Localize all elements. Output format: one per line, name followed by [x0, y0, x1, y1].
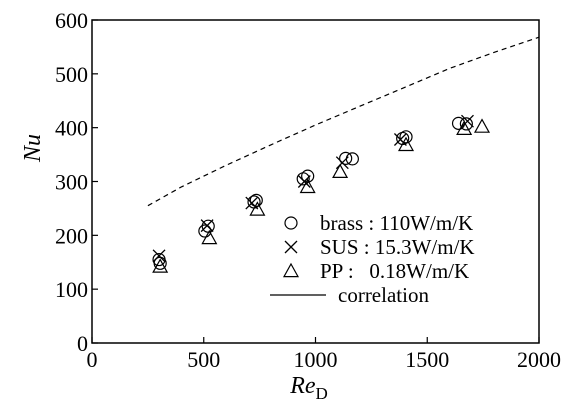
x-tick-label: 1000: [294, 347, 338, 372]
axis-ticks: 0 500 1000 1500 2000 0 100 200 300 400 500 600: [55, 8, 561, 372]
triangle-data-point: [249, 201, 266, 216]
cross-data-point: [393, 133, 407, 146]
circle-data-point: [301, 169, 315, 183]
cross-data-point: [461, 114, 474, 128]
y-tick-label: 100: [55, 277, 88, 302]
y-tick-label: 400: [55, 116, 88, 141]
triangle-data-point: [332, 163, 349, 179]
cross-data-point: [152, 249, 166, 263]
legend-triangle-swatch: [282, 262, 300, 278]
circle-data-point: [399, 130, 413, 144]
triangle-data-point: [473, 118, 491, 133]
circle-data-point: [345, 152, 359, 166]
y-tick-label: 0: [77, 331, 88, 356]
triangle-data-point: [152, 258, 169, 273]
triangle-data-point: [201, 229, 218, 245]
x-tick-label: 0: [87, 347, 98, 372]
y-tick-label: 600: [55, 8, 88, 33]
circle-data-point: [459, 117, 473, 131]
y-axis-label: Nu: [20, 134, 46, 163]
data-marks: [147, 36, 540, 273]
y-tick-label: 300: [55, 170, 88, 195]
triangle-data-point: [456, 120, 473, 135]
legend-label: PP : 0.18W/m/K: [320, 259, 469, 283]
cross-data-point: [245, 196, 259, 210]
legend-circle-swatch: [284, 216, 298, 230]
circle-data-point: [249, 193, 263, 207]
circle-data-point: [339, 151, 353, 165]
y-tick-label: 200: [55, 223, 88, 248]
legend-label: SUS : 15.3W/m/K: [320, 235, 475, 259]
x-axis-label: ReD: [289, 373, 328, 403]
triangle-data-point: [397, 136, 415, 152]
triangle-data-point: [299, 178, 316, 194]
legend-label: correlation: [338, 283, 429, 307]
correlation-curve: [147, 36, 540, 207]
cross-data-point: [200, 219, 214, 233]
cross-data-point: [297, 175, 311, 188]
y-tick-label: 500: [55, 62, 88, 87]
x-tick-label: 1500: [405, 347, 449, 372]
x-tick-label: 500: [187, 347, 220, 372]
cross-data-point: [335, 156, 349, 170]
legend-label: brass : 110W/m/K: [320, 211, 473, 235]
x-tick-label: 2000: [517, 347, 561, 372]
legend-cross-swatch: [284, 240, 298, 254]
